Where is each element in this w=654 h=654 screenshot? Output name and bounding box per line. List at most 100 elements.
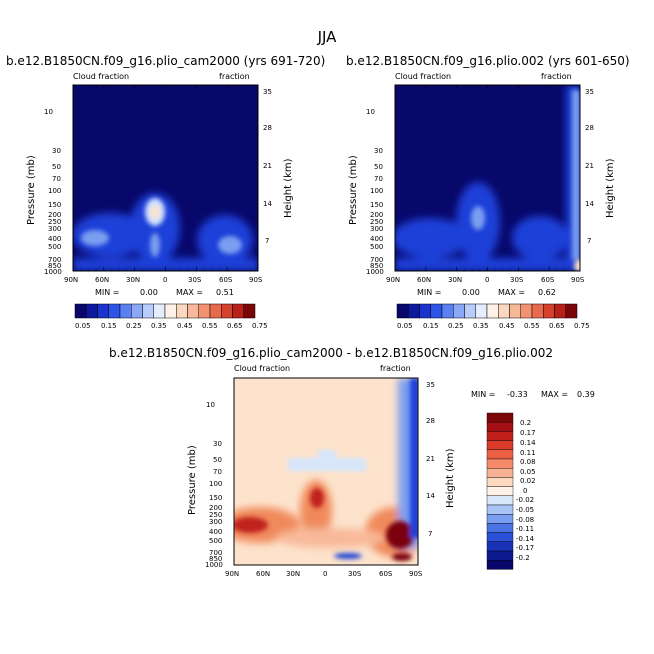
diff-cbar-label-1: 0.17 xyxy=(520,429,536,437)
diff-surface-negative xyxy=(334,553,362,559)
diff-ytick-700: 700 xyxy=(209,549,223,557)
diff-xtick-90N: 90N xyxy=(225,570,240,578)
colorbar-swatch xyxy=(486,504,514,515)
diff-rtick-21: 21 xyxy=(426,455,435,463)
top-left-ytick-200: 200 xyxy=(48,211,62,219)
diff-cbar-label-7: 0 xyxy=(523,487,528,495)
top-left-colorbar xyxy=(74,303,256,319)
diff-right-label: fraction xyxy=(380,364,411,373)
top-left-xtick-30S: 30S xyxy=(188,276,202,284)
top-left-xtick-0: 0 xyxy=(163,276,168,284)
top-left-xtick-60S: 60S xyxy=(219,276,233,284)
top-right-rtick-7: 7 xyxy=(587,237,592,245)
top-right-max-value: 0.62 xyxy=(538,288,556,297)
top-right-cbar-label-5: 0.55 xyxy=(524,322,540,330)
top-left-cbar-label-4: 0.45 xyxy=(177,322,193,330)
top-right-min-label: MIN = xyxy=(417,288,442,297)
top-right-ytick-50: 50 xyxy=(374,163,383,171)
colorbar-swatch xyxy=(486,477,514,487)
diff-ytick-70: 70 xyxy=(213,468,222,476)
top-left-itcz-column xyxy=(130,193,180,263)
colorbar-swatch xyxy=(486,541,514,552)
top-left-cbar-label-2: 0.25 xyxy=(126,322,142,330)
top-right-cbar-label-4: 0.45 xyxy=(499,322,515,330)
diff-xtick-0: 0 xyxy=(323,570,328,578)
top-right-cbar-label-6: 0.65 xyxy=(549,322,565,330)
diff-xtick-90S: 90S xyxy=(409,570,423,578)
top-right-ytick-100: 100 xyxy=(370,187,384,195)
colorbar-swatch xyxy=(486,422,514,432)
top-right-ytick-200: 200 xyxy=(370,211,384,219)
diff-rtick-7: 7 xyxy=(428,530,433,538)
top-left-cbar-label-5: 0.55 xyxy=(202,322,218,330)
diff-ytick-850: 850 xyxy=(209,555,223,563)
top-right-xtick-60S: 60S xyxy=(541,276,555,284)
top-right-ytick-150: 150 xyxy=(370,201,384,209)
diff-left-label: Cloud fraction xyxy=(234,364,291,373)
top-left-ytick-30: 30 xyxy=(52,147,61,155)
top-right-rtick-28: 28 xyxy=(585,124,594,132)
top-left-ticks xyxy=(72,85,259,271)
diff-cbar-label-4: 0.08 xyxy=(520,458,536,466)
diff-sh-core xyxy=(386,521,414,549)
top-right-rtick-35: 35 xyxy=(585,88,594,96)
top-left-rtick-14: 14 xyxy=(263,200,272,208)
top-left-rtick-35: 35 xyxy=(263,88,272,96)
top-left-max-value: 0.51 xyxy=(216,288,234,297)
top-left-itcz-peak xyxy=(150,205,160,219)
top-right-ytick-700: 700 xyxy=(370,256,384,264)
top-right-ytick-1000: 1000 xyxy=(366,268,384,276)
top-right-xtick-30N: 30N xyxy=(448,276,463,284)
top-right-cbar-label-7: 0.75 xyxy=(574,322,590,330)
diff-itcz-core xyxy=(310,488,324,508)
diff-ytick-250: 250 xyxy=(209,511,223,519)
colorbar-swatch xyxy=(486,514,514,524)
diff-cbar-label-11: -0.11 xyxy=(516,525,535,533)
top-left-ytick-100: 100 xyxy=(48,187,62,195)
figure-title: JJA xyxy=(317,28,337,46)
diff-ytick-200: 200 xyxy=(209,504,223,512)
top-right-xtick-0: 0 xyxy=(485,276,490,284)
diff-min-label: MIN = xyxy=(471,390,496,399)
diff-surface-positive xyxy=(392,553,412,561)
diff-max-value: 0.39 xyxy=(577,390,595,399)
top-left-sh-core xyxy=(218,236,242,254)
top-left-min-value: 0.00 xyxy=(140,288,158,297)
top-left-ytick-400: 400 xyxy=(48,235,62,243)
top-right-left-label: Cloud fraction xyxy=(395,72,452,81)
diff-ytick-150: 150 xyxy=(209,494,223,502)
top-right-panel-title: b.e12.B1850CN.f09_g16.plio.002 (yrs 601-… xyxy=(346,54,630,68)
top-left-rtick-21: 21 xyxy=(263,162,272,170)
top-left-max-label: MAX = xyxy=(176,288,204,297)
diff-xtick-30N: 30N xyxy=(286,570,301,578)
top-right-right-label: fraction xyxy=(541,72,572,81)
top-right-ytick-500: 500 xyxy=(370,243,384,251)
top-right-ytick-30: 30 xyxy=(374,147,383,155)
top-left-panel-title: b.e12.B1850CN.f09_g16.plio_cam2000 (yrs … xyxy=(6,54,326,68)
diff-cbar-label-5: 0.05 xyxy=(520,468,536,476)
top-left-xtick-60N: 60N xyxy=(95,276,110,284)
diff-polar-core xyxy=(410,378,418,538)
top-left-nh-lowcloud xyxy=(73,213,148,257)
top-right-cbar-label-3: 0.35 xyxy=(473,322,489,330)
top-left-ytick-500: 500 xyxy=(48,243,62,251)
top-left-rtick-7: 7 xyxy=(265,237,270,245)
diff-cbar-label-12: -0.14 xyxy=(516,535,535,543)
diff-ytick-30: 30 xyxy=(213,440,222,448)
top-right-ytick-400: 400 xyxy=(370,235,384,243)
top-left-min-label: MIN = xyxy=(95,288,120,297)
top-left-ytick-850: 850 xyxy=(48,262,62,270)
diff-panel-title: b.e12.B1850CN.f09_g16.plio_cam2000 - b.e… xyxy=(109,346,553,360)
diff-frame xyxy=(233,377,419,566)
top-right-ytick-850: 850 xyxy=(370,262,384,270)
top-left-rtick-28: 28 xyxy=(263,124,272,132)
top-left-cbar-label-0: 0.05 xyxy=(75,322,91,330)
top-right-rtick-14: 14 xyxy=(585,200,594,208)
diff-cbar-label-13: -0.17 xyxy=(516,544,535,552)
top-right-xtick-90N: 90N xyxy=(386,276,401,284)
top-right-max-label: MAX = xyxy=(498,288,526,297)
top-right-polar-peak xyxy=(574,260,580,271)
